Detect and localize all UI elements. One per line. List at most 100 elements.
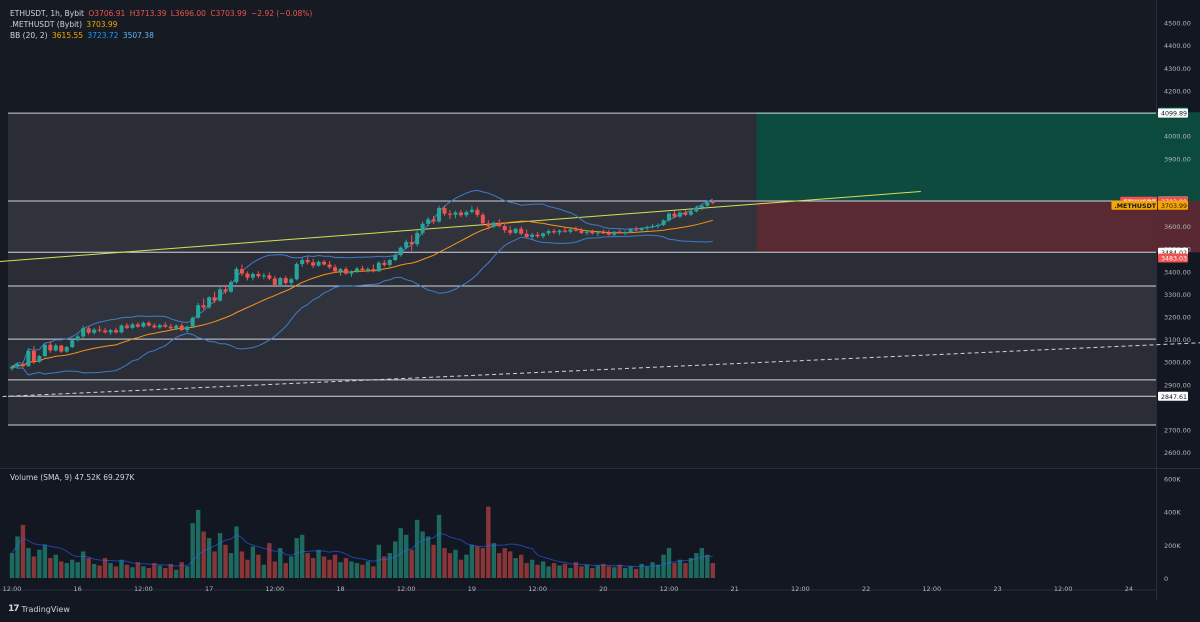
volume-bar[interactable] — [305, 553, 310, 578]
volume-bar[interactable] — [223, 544, 228, 578]
volume-bar[interactable] — [529, 559, 535, 578]
volume-bar[interactable] — [256, 554, 261, 578]
volume-bar[interactable] — [442, 548, 447, 578]
volume-bar[interactable] — [601, 563, 606, 578]
candle[interactable] — [261, 275, 266, 277]
volume-bar[interactable] — [458, 559, 464, 578]
price-badge[interactable] — [1158, 391, 1188, 401]
candle[interactable] — [250, 274, 255, 278]
volume-bar[interactable] — [332, 554, 338, 578]
volume-bar[interactable] — [431, 544, 436, 578]
volume-bar[interactable] — [694, 553, 699, 578]
volume-bar[interactable] — [75, 562, 80, 578]
candle[interactable] — [103, 330, 108, 333]
candle[interactable] — [349, 271, 354, 274]
volume-bar[interactable] — [382, 556, 387, 578]
candle[interactable] — [92, 329, 97, 333]
volume-bar[interactable] — [393, 541, 398, 578]
volume-bar[interactable] — [404, 534, 409, 578]
candle[interactable] — [683, 212, 688, 215]
volume-bar[interactable] — [239, 551, 245, 578]
symbol-label[interactable]: ETHUSDT, 1h, Bybit — [10, 9, 84, 18]
candle[interactable] — [81, 328, 86, 337]
candle[interactable] — [48, 344, 53, 351]
candle[interactable] — [502, 226, 507, 231]
volume-bar[interactable] — [387, 553, 392, 578]
candle[interactable] — [70, 340, 75, 348]
candle[interactable] — [86, 328, 91, 333]
price-badge[interactable] — [1158, 253, 1188, 263]
candle[interactable] — [42, 344, 47, 357]
candle[interactable] — [223, 289, 228, 292]
volume-bar[interactable] — [310, 558, 316, 578]
candle[interactable] — [393, 255, 398, 260]
candle[interactable] — [606, 232, 611, 235]
volume-bar[interactable] — [212, 551, 217, 578]
candle[interactable] — [97, 329, 102, 331]
volume-bar[interactable] — [409, 549, 414, 578]
candle[interactable] — [185, 326, 190, 331]
volume-bar[interactable] — [261, 564, 267, 578]
volume-bar[interactable] — [20, 524, 26, 578]
candle[interactable] — [305, 260, 310, 263]
candle[interactable] — [475, 209, 480, 215]
volume-bar[interactable] — [245, 559, 250, 578]
candle[interactable] — [37, 356, 42, 362]
volume-bar[interactable] — [420, 531, 425, 578]
candle[interactable] — [453, 212, 458, 215]
candle[interactable] — [519, 228, 524, 234]
volume-bar[interactable] — [321, 556, 327, 578]
candle[interactable] — [601, 232, 606, 234]
volume-bar[interactable] — [26, 548, 31, 578]
candle[interactable] — [497, 222, 502, 227]
candle[interactable] — [420, 223, 425, 233]
volume-bar[interactable] — [234, 526, 239, 578]
candle[interactable] — [546, 231, 551, 234]
candle[interactable] — [661, 220, 666, 225]
candle[interactable] — [404, 241, 409, 248]
volume-bar[interactable] — [414, 519, 420, 578]
candle[interactable] — [114, 330, 119, 333]
candle[interactable] — [311, 262, 316, 266]
volume-bar[interactable] — [376, 544, 382, 578]
volume-bar[interactable] — [283, 563, 288, 578]
volume-bar[interactable] — [135, 562, 141, 578]
volume-bar[interactable] — [201, 531, 206, 578]
volume-bar[interactable] — [557, 565, 562, 578]
candle[interactable] — [322, 261, 327, 265]
candle[interactable] — [710, 202, 715, 204]
volume-bar[interactable] — [119, 559, 124, 578]
volume-bar[interactable] — [677, 559, 683, 578]
candle[interactable] — [442, 208, 447, 214]
volume-bar[interactable] — [91, 563, 97, 578]
volume-bar[interactable] — [48, 558, 53, 578]
volume-bar[interactable] — [683, 563, 688, 578]
candle[interactable] — [508, 230, 513, 233]
volume-bar[interactable] — [524, 563, 529, 578]
candle[interactable] — [568, 229, 573, 232]
profit-zone[interactable] — [756, 112, 1200, 202]
candle[interactable] — [343, 269, 348, 274]
candle[interactable] — [119, 325, 124, 333]
volume-bar[interactable] — [354, 563, 360, 578]
candle[interactable] — [524, 233, 529, 237]
candle[interactable] — [141, 322, 146, 327]
volume-bar[interactable] — [513, 558, 518, 578]
candle[interactable] — [535, 234, 540, 237]
candle[interactable] — [617, 231, 622, 234]
volume-bar[interactable] — [551, 563, 557, 578]
candle[interactable] — [677, 212, 682, 217]
volume-bar[interactable] — [650, 562, 655, 578]
volume-bar[interactable] — [80, 551, 86, 578]
candle[interactable] — [464, 212, 469, 216]
candle[interactable] — [190, 317, 195, 327]
candle[interactable] — [612, 231, 617, 235]
candle[interactable] — [256, 274, 261, 277]
candle[interactable] — [283, 278, 288, 284]
candle[interactable] — [365, 269, 370, 271]
volume-bar[interactable] — [705, 554, 710, 578]
volume-bar[interactable] — [59, 561, 64, 578]
candle[interactable] — [163, 325, 168, 327]
volume-bar[interactable] — [113, 566, 119, 578]
